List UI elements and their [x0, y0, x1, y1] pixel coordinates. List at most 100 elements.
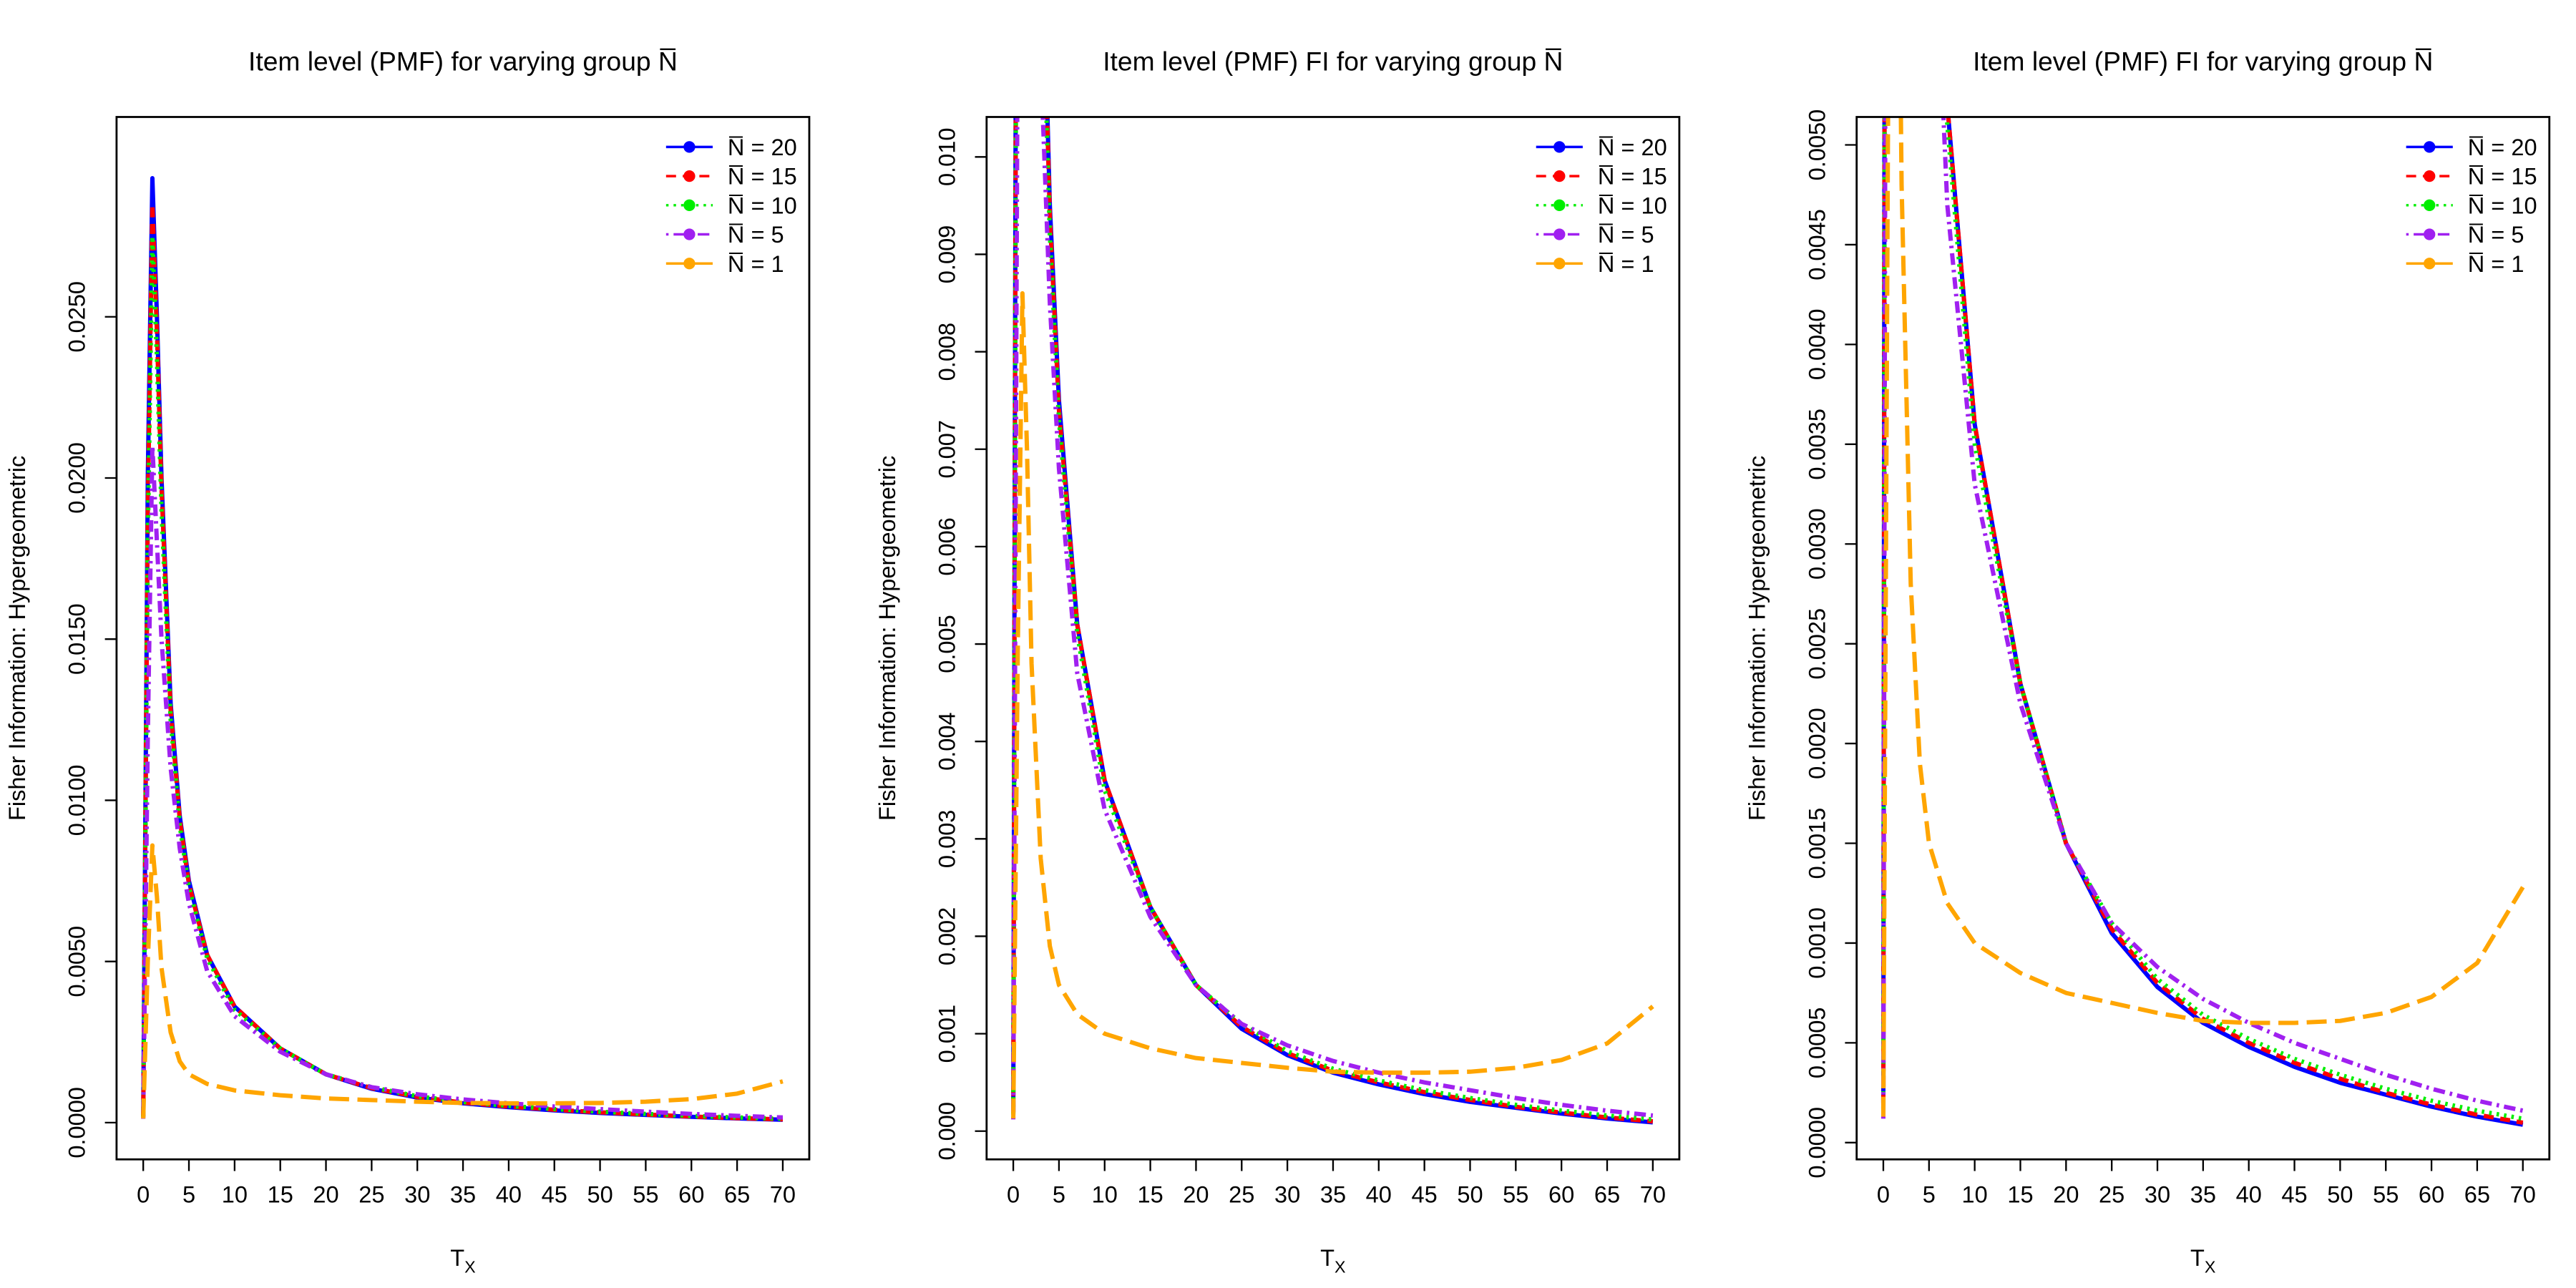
series-line [141, 443, 784, 1120]
series-line [141, 234, 784, 1121]
y-tick-label: 0.0000 [64, 1087, 90, 1158]
x-axis-label: TX [450, 1245, 476, 1276]
y-tick-label: 0.004 [935, 712, 960, 770]
x-tick-label: 40 [2236, 1182, 2262, 1208]
y-tick-label: 0.0000 [1804, 1107, 1830, 1179]
series-line [141, 176, 784, 1122]
y-tick-label: 0.0045 [1804, 209, 1830, 280]
y-tick-label: 0.0010 [1804, 907, 1830, 979]
x-tick-label: 65 [724, 1182, 750, 1208]
y-axis-label: Fisher Information: Hypergeometric [874, 456, 900, 821]
x-tick-label: 50 [587, 1182, 613, 1208]
y-tick-label: 0.001 [935, 1005, 960, 1063]
legend-marker [2424, 199, 2436, 211]
x-tick-label: 35 [450, 1182, 476, 1208]
x-tick-label: 60 [678, 1182, 704, 1208]
x-tick-label: 35 [2190, 1182, 2216, 1208]
x-axis-label-main: T [1320, 1245, 1335, 1271]
y-tick-label: 0.000 [935, 1102, 960, 1160]
legend-marker [683, 228, 696, 240]
legend-label: N̅ = 15 [728, 164, 797, 190]
y-tick-label: 0.0015 [1804, 808, 1830, 879]
x-tick-label: 20 [1183, 1182, 1209, 1208]
chart-title: Item level (PMF) for varying group N̅ [248, 46, 678, 76]
x-tick-label: 40 [496, 1182, 522, 1208]
x-tick-label: 5 [182, 1182, 195, 1208]
y-tick-label: 0.0040 [1804, 309, 1830, 381]
x-axis-label-main: T [450, 1245, 464, 1271]
legend-marker [683, 141, 696, 153]
y-tick-label: 0.010 [935, 128, 960, 186]
legend-label: N̅ = 1 [728, 251, 784, 277]
x-tick-label: 60 [1548, 1182, 1574, 1208]
series-line [1880, 117, 2525, 1117]
legend-label: N̅ = 20 [1598, 135, 1667, 160]
x-tick-label: 15 [2007, 1182, 2033, 1208]
legend-label: N̅ = 20 [728, 135, 797, 160]
legend-marker [2424, 170, 2436, 182]
plot-frame [1855, 116, 2551, 1161]
legend-marker [2424, 141, 2436, 153]
series-line [1880, 117, 2524, 1119]
x-tick-label: 5 [1053, 1182, 1065, 1208]
legend-marker [1553, 199, 1566, 211]
series-line [1011, 117, 1654, 1120]
x-tick-label: 55 [1503, 1182, 1528, 1208]
x-tick-label: 70 [1640, 1182, 1666, 1208]
x-tick-label: 30 [404, 1182, 430, 1208]
series-group [1011, 117, 1654, 1125]
x-tick-label: 5 [1923, 1182, 1936, 1208]
x-tick-label: 25 [2099, 1182, 2124, 1208]
legend-label: N̅ = 20 [2468, 135, 2537, 160]
x-tick-label: 10 [222, 1182, 248, 1208]
y-tick-label: 0.0035 [1804, 409, 1830, 480]
legend-label: N̅ = 1 [2468, 251, 2524, 277]
legend-marker [1553, 141, 1566, 153]
x-tick-label: 0 [1877, 1182, 1890, 1208]
y-tick-label: 0.008 [935, 323, 960, 381]
y-tick-label: 0.002 [935, 907, 960, 965]
series-line [141, 843, 784, 1119]
y-tick-label: 0.0200 [64, 442, 90, 514]
x-axis-label-main: T [2190, 1245, 2205, 1271]
y-tick-label: 0.0025 [1804, 608, 1830, 680]
y-tick-label: 0.009 [935, 225, 960, 284]
legend-label: N̅ = 10 [2468, 192, 2537, 218]
y-tick-label: 0.0005 [1804, 1008, 1830, 1079]
panel: Item level (PMF) FI for varying group N̅… [874, 46, 1681, 1276]
series-line [1880, 117, 2524, 1125]
legend-label: N̅ = 15 [2468, 164, 2537, 190]
legend-marker [683, 258, 696, 270]
x-tick-label: 15 [1137, 1182, 1163, 1208]
y-tick-label: 0.003 [935, 810, 960, 869]
x-tick-label: 20 [313, 1182, 338, 1208]
x-tick-label: 60 [2419, 1182, 2444, 1208]
legend-marker [2424, 228, 2436, 240]
legend-label: N̅ = 5 [2468, 222, 2524, 248]
panel: Item level (PMF) for varying group N̅ Fis… [4, 46, 811, 1276]
x-axis-label-subscript: X [1335, 1257, 1346, 1276]
y-tick-label: 0.0250 [64, 281, 90, 353]
legend-label: N̅ = 5 [1598, 222, 1654, 248]
y-tick-label: 0.0150 [64, 603, 90, 675]
series-line [1011, 117, 1654, 1122]
x-axis-label-subscript: X [2205, 1257, 2216, 1276]
y-tick-label: 0.0030 [1804, 508, 1830, 580]
plot-frame [985, 116, 1681, 1161]
x-tick-label: 65 [2464, 1182, 2490, 1208]
y-tick-label: 0.0050 [64, 926, 90, 997]
x-tick-label: 35 [1320, 1182, 1346, 1208]
x-tick-label: 50 [2327, 1182, 2353, 1208]
x-tick-label: 55 [2373, 1182, 2399, 1208]
legend-label: N̅ = 10 [728, 192, 797, 218]
x-tick-label: 70 [770, 1182, 796, 1208]
series-line [1880, 117, 2524, 1121]
legend-label: N̅ = 1 [1598, 251, 1654, 277]
chart-title: Item level (PMF) FI for varying group N̅ [1103, 46, 1563, 76]
series-line [1011, 117, 1654, 1125]
y-tick-label: 0.0050 [1804, 109, 1830, 181]
x-tick-label: 30 [1274, 1182, 1300, 1208]
series-line [1011, 291, 1654, 1119]
series-line [1880, 117, 2524, 1127]
